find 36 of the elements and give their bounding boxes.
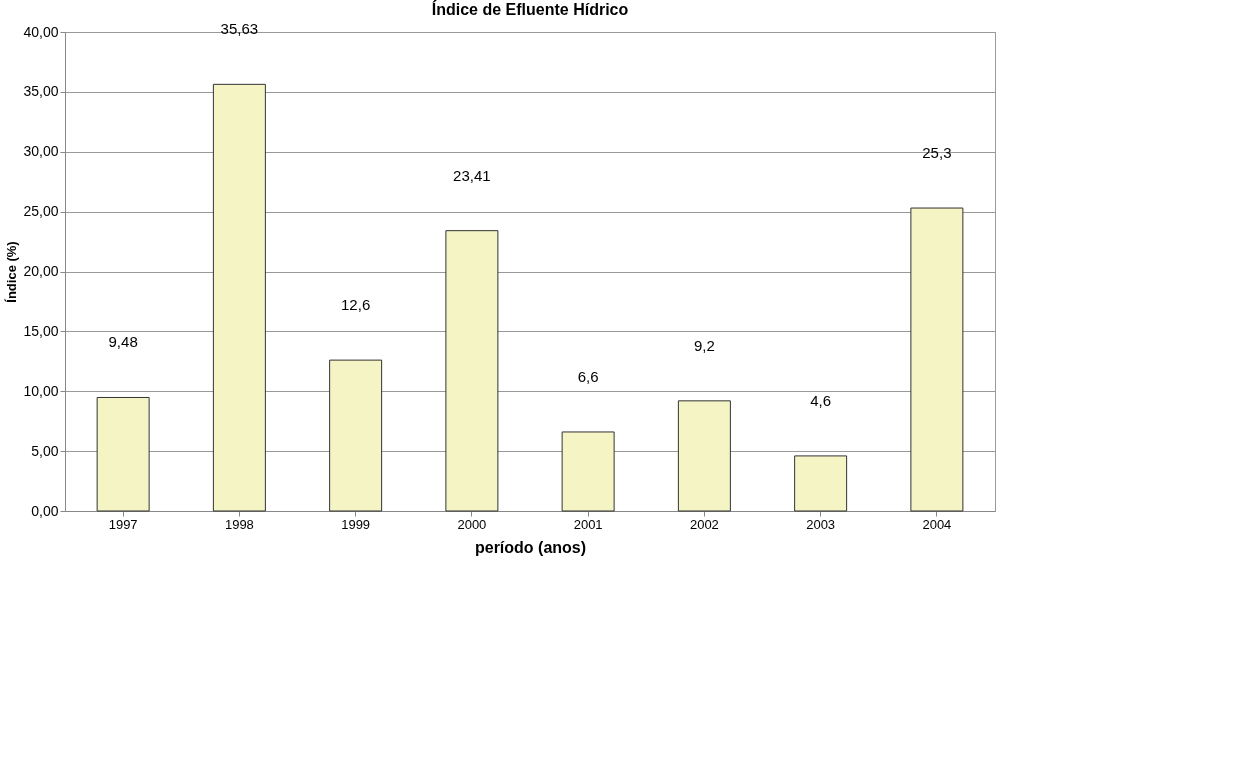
- data-label: 12,6: [341, 296, 371, 314]
- x-tick-label: 2000: [457, 516, 487, 532]
- y-tick-label: 10,00: [23, 382, 59, 399]
- y-tick-label: 15,00: [23, 322, 59, 339]
- bar: [677, 400, 731, 512]
- data-label: 6,6: [577, 367, 599, 385]
- y-axis-title: Índice (%): [4, 241, 20, 303]
- bar: [794, 455, 848, 512]
- x-tick-label: 1999: [341, 516, 371, 532]
- y-tick-label: 0,00: [31, 502, 59, 519]
- bar: [329, 359, 383, 512]
- bar: [96, 396, 150, 512]
- x-tick-label: 2002: [689, 516, 719, 532]
- data-label: 9,2: [693, 336, 715, 354]
- chart-title: Índice de Efluente Hídrico: [431, 0, 629, 19]
- bar: [910, 207, 964, 512]
- bar: [561, 431, 615, 512]
- x-tick-label: 2001: [573, 516, 603, 532]
- x-tick-label: 1998: [224, 516, 254, 532]
- x-axis-title: período (anos): [474, 538, 587, 556]
- x-tick-label: 1997: [108, 516, 138, 532]
- y-tick-label: 30,00: [23, 143, 59, 160]
- data-label: 23,41: [453, 166, 491, 184]
- x-tick-label: 2004: [922, 516, 952, 532]
- y-tick-label: 35,00: [23, 83, 59, 100]
- data-label: 35,63: [220, 20, 259, 38]
- data-label: 25,3: [922, 144, 952, 162]
- y-tick-label: 20,00: [23, 263, 59, 279]
- data-label: 4,6: [810, 391, 832, 409]
- y-tick-label: 5,00: [31, 442, 59, 459]
- bar: [212, 83, 266, 512]
- data-label: 9,48: [108, 333, 138, 351]
- y-tick-label: 25,00: [23, 203, 59, 220]
- y-tick-label: 40,00: [23, 23, 59, 40]
- x-tick-label: 2003: [806, 516, 836, 532]
- bar: [445, 230, 499, 512]
